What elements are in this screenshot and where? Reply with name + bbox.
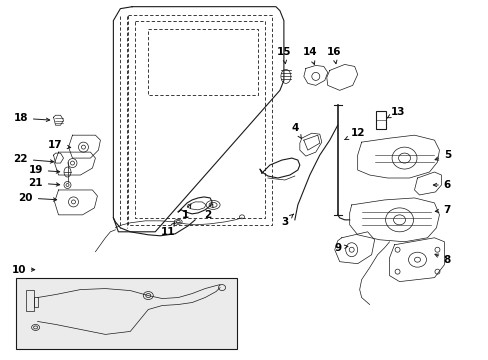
Text: 5: 5 [434,150,450,160]
Text: 17: 17 [48,140,71,150]
Bar [34,297,38,306]
Text: 14: 14 [302,48,317,64]
Text: 18: 18 [13,113,50,123]
Text: 10: 10 [11,265,35,275]
Text: 8: 8 [434,254,450,265]
Text: 4: 4 [290,123,301,139]
Text: 6: 6 [432,180,450,190]
Text: 21: 21 [28,178,60,188]
Bar [25,289,34,311]
Text: 15: 15 [276,48,290,64]
Text: 20: 20 [19,193,57,203]
Text: 19: 19 [28,165,60,175]
Text: 13: 13 [386,107,404,118]
Text: 22: 22 [13,154,54,164]
Text: 1: 1 [181,204,190,220]
Text: 12: 12 [344,128,364,140]
Text: 3: 3 [281,214,293,227]
Bar [375,111,385,129]
FancyBboxPatch shape [16,278,237,349]
Text: 7: 7 [434,205,450,215]
Text: 2: 2 [204,204,212,220]
Text: 9: 9 [333,243,347,253]
Text: 11: 11 [161,223,175,237]
Text: 16: 16 [326,48,340,64]
